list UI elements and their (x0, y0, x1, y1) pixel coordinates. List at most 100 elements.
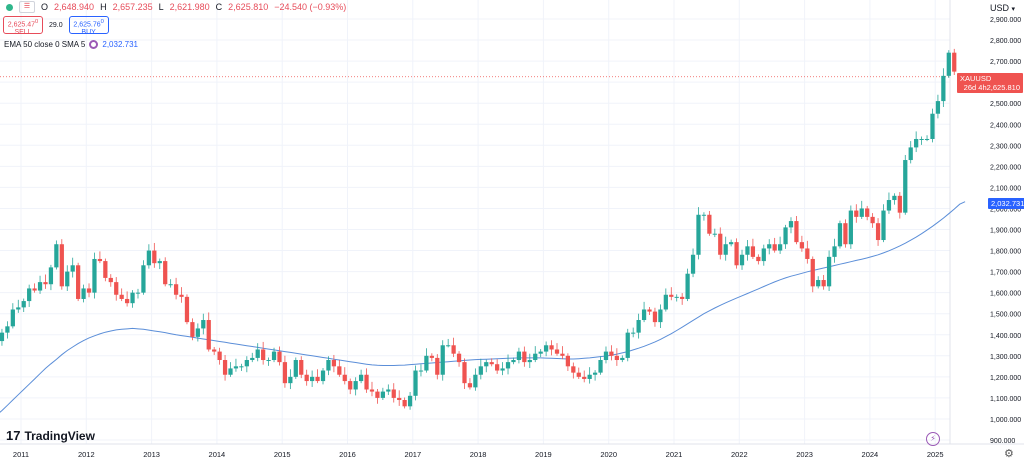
candle-body (337, 366, 342, 375)
logo-text: TradingView (24, 428, 95, 443)
candle-body (446, 345, 451, 347)
candle-body (652, 311, 658, 323)
candle-body (37, 282, 43, 291)
ema-legend[interactable]: EMA 50 close 0 SMA 5 2,032.731 (4, 40, 138, 49)
candle-body (669, 294, 674, 297)
sell-button[interactable]: 2,625.470 SELL (3, 16, 43, 36)
candle-body (690, 254, 696, 274)
price-tag-price: 2,625.810 (986, 83, 1020, 92)
candle-body (157, 261, 162, 264)
ohlc-high-value: 2,657.235 (112, 2, 153, 12)
candle-body (522, 351, 527, 363)
y-tick-label: 2,300.000 (990, 143, 1021, 150)
candle-body (914, 138, 919, 148)
candle-body (592, 372, 598, 375)
buy-label: BUY (81, 29, 96, 37)
candle-body (397, 397, 402, 401)
x-tick-label: 2018 (470, 450, 487, 459)
candle-body (772, 244, 777, 251)
ema-tag-value: 2,032.731 (991, 199, 1024, 208)
candle-body (195, 328, 200, 337)
candle-body (897, 195, 902, 213)
candle-body (707, 214, 712, 234)
candle-body (179, 294, 184, 297)
candle-body (59, 244, 64, 287)
x-tick-label: 2013 (143, 450, 160, 459)
y-tick-label: 1,500.000 (990, 312, 1021, 319)
buy-price-sup: 0 (100, 19, 104, 25)
candle-body (674, 296, 679, 298)
candle-body (533, 353, 538, 361)
chevron-down-icon: ▾ (1011, 6, 1016, 13)
candle-body (288, 376, 293, 384)
currency-selector[interactable]: USD ▾ (990, 3, 1015, 13)
candle-body (614, 355, 619, 361)
candle-body (54, 244, 59, 268)
candle-body (250, 357, 255, 361)
candle-body (27, 288, 32, 302)
candle-body (658, 309, 663, 323)
candle-body (462, 362, 467, 384)
candle-body (484, 362, 489, 367)
candle-body (729, 242, 734, 245)
x-tick-label: 2022 (731, 450, 748, 459)
candle-body (473, 374, 478, 388)
gear-icon[interactable]: ⚙ (1004, 448, 1014, 460)
candle-body (342, 374, 347, 382)
candle-body (554, 349, 560, 354)
candle-body (734, 242, 739, 266)
flash-icon[interactable]: ⚡ (926, 432, 940, 446)
y-tick-label: 2,100.000 (990, 185, 1021, 192)
candle-body (756, 256, 761, 262)
candle-body (435, 357, 440, 375)
candle-body (407, 395, 413, 407)
spread-value: 29.0 (49, 21, 63, 29)
candle-body (65, 271, 70, 287)
candle-body (935, 101, 941, 114)
candle-body (701, 214, 707, 216)
tradingview-logo[interactable]: 17 TradingView (6, 428, 95, 443)
candle-body (848, 210, 853, 245)
x-tick-label: 2020 (600, 450, 617, 459)
candle-body (5, 326, 10, 333)
candle-body (261, 349, 266, 361)
candle-body (924, 138, 930, 140)
candle-body (565, 355, 571, 367)
candle-body (217, 351, 222, 361)
y-tick-label: 1,700.000 (990, 270, 1021, 277)
candle-body (255, 349, 260, 358)
candle-body (163, 261, 168, 285)
candle-body (788, 221, 794, 228)
candle-body (70, 265, 75, 272)
candle-body (76, 265, 81, 299)
candle-body (560, 353, 565, 356)
candle-body (647, 309, 652, 312)
candle-body (92, 258, 97, 293)
y-tick-label: 2,800.000 (990, 38, 1021, 45)
ema-price-tag: 2,032.731 (988, 198, 1024, 209)
y-tick-label: 1,600.000 (990, 291, 1021, 298)
candle-body (152, 250, 157, 264)
candle-body (810, 258, 815, 287)
y-tick-label: 2,000.000 (990, 206, 1021, 213)
market-status-icon (6, 3, 13, 11)
candle-body (114, 282, 119, 295)
candle-body (930, 113, 935, 139)
ema-line (0, 201, 966, 413)
candle-body (854, 210, 859, 217)
candle-body (799, 242, 804, 249)
candle-body (680, 296, 685, 299)
candle-body (320, 370, 326, 382)
candle-body (348, 381, 353, 390)
candle-body (870, 216, 875, 224)
candle-body (358, 374, 364, 382)
candle-body (685, 273, 690, 299)
buy-button[interactable]: 2,625.760 BUY (68, 16, 109, 37)
candle-body (794, 221, 799, 243)
candle-body (456, 353, 462, 363)
candle-body (212, 349, 217, 352)
candle-body (418, 370, 424, 372)
ema-label: EMA 50 close 0 SMA 5 (4, 40, 86, 49)
menu-icon[interactable]: ☰ (19, 1, 35, 13)
